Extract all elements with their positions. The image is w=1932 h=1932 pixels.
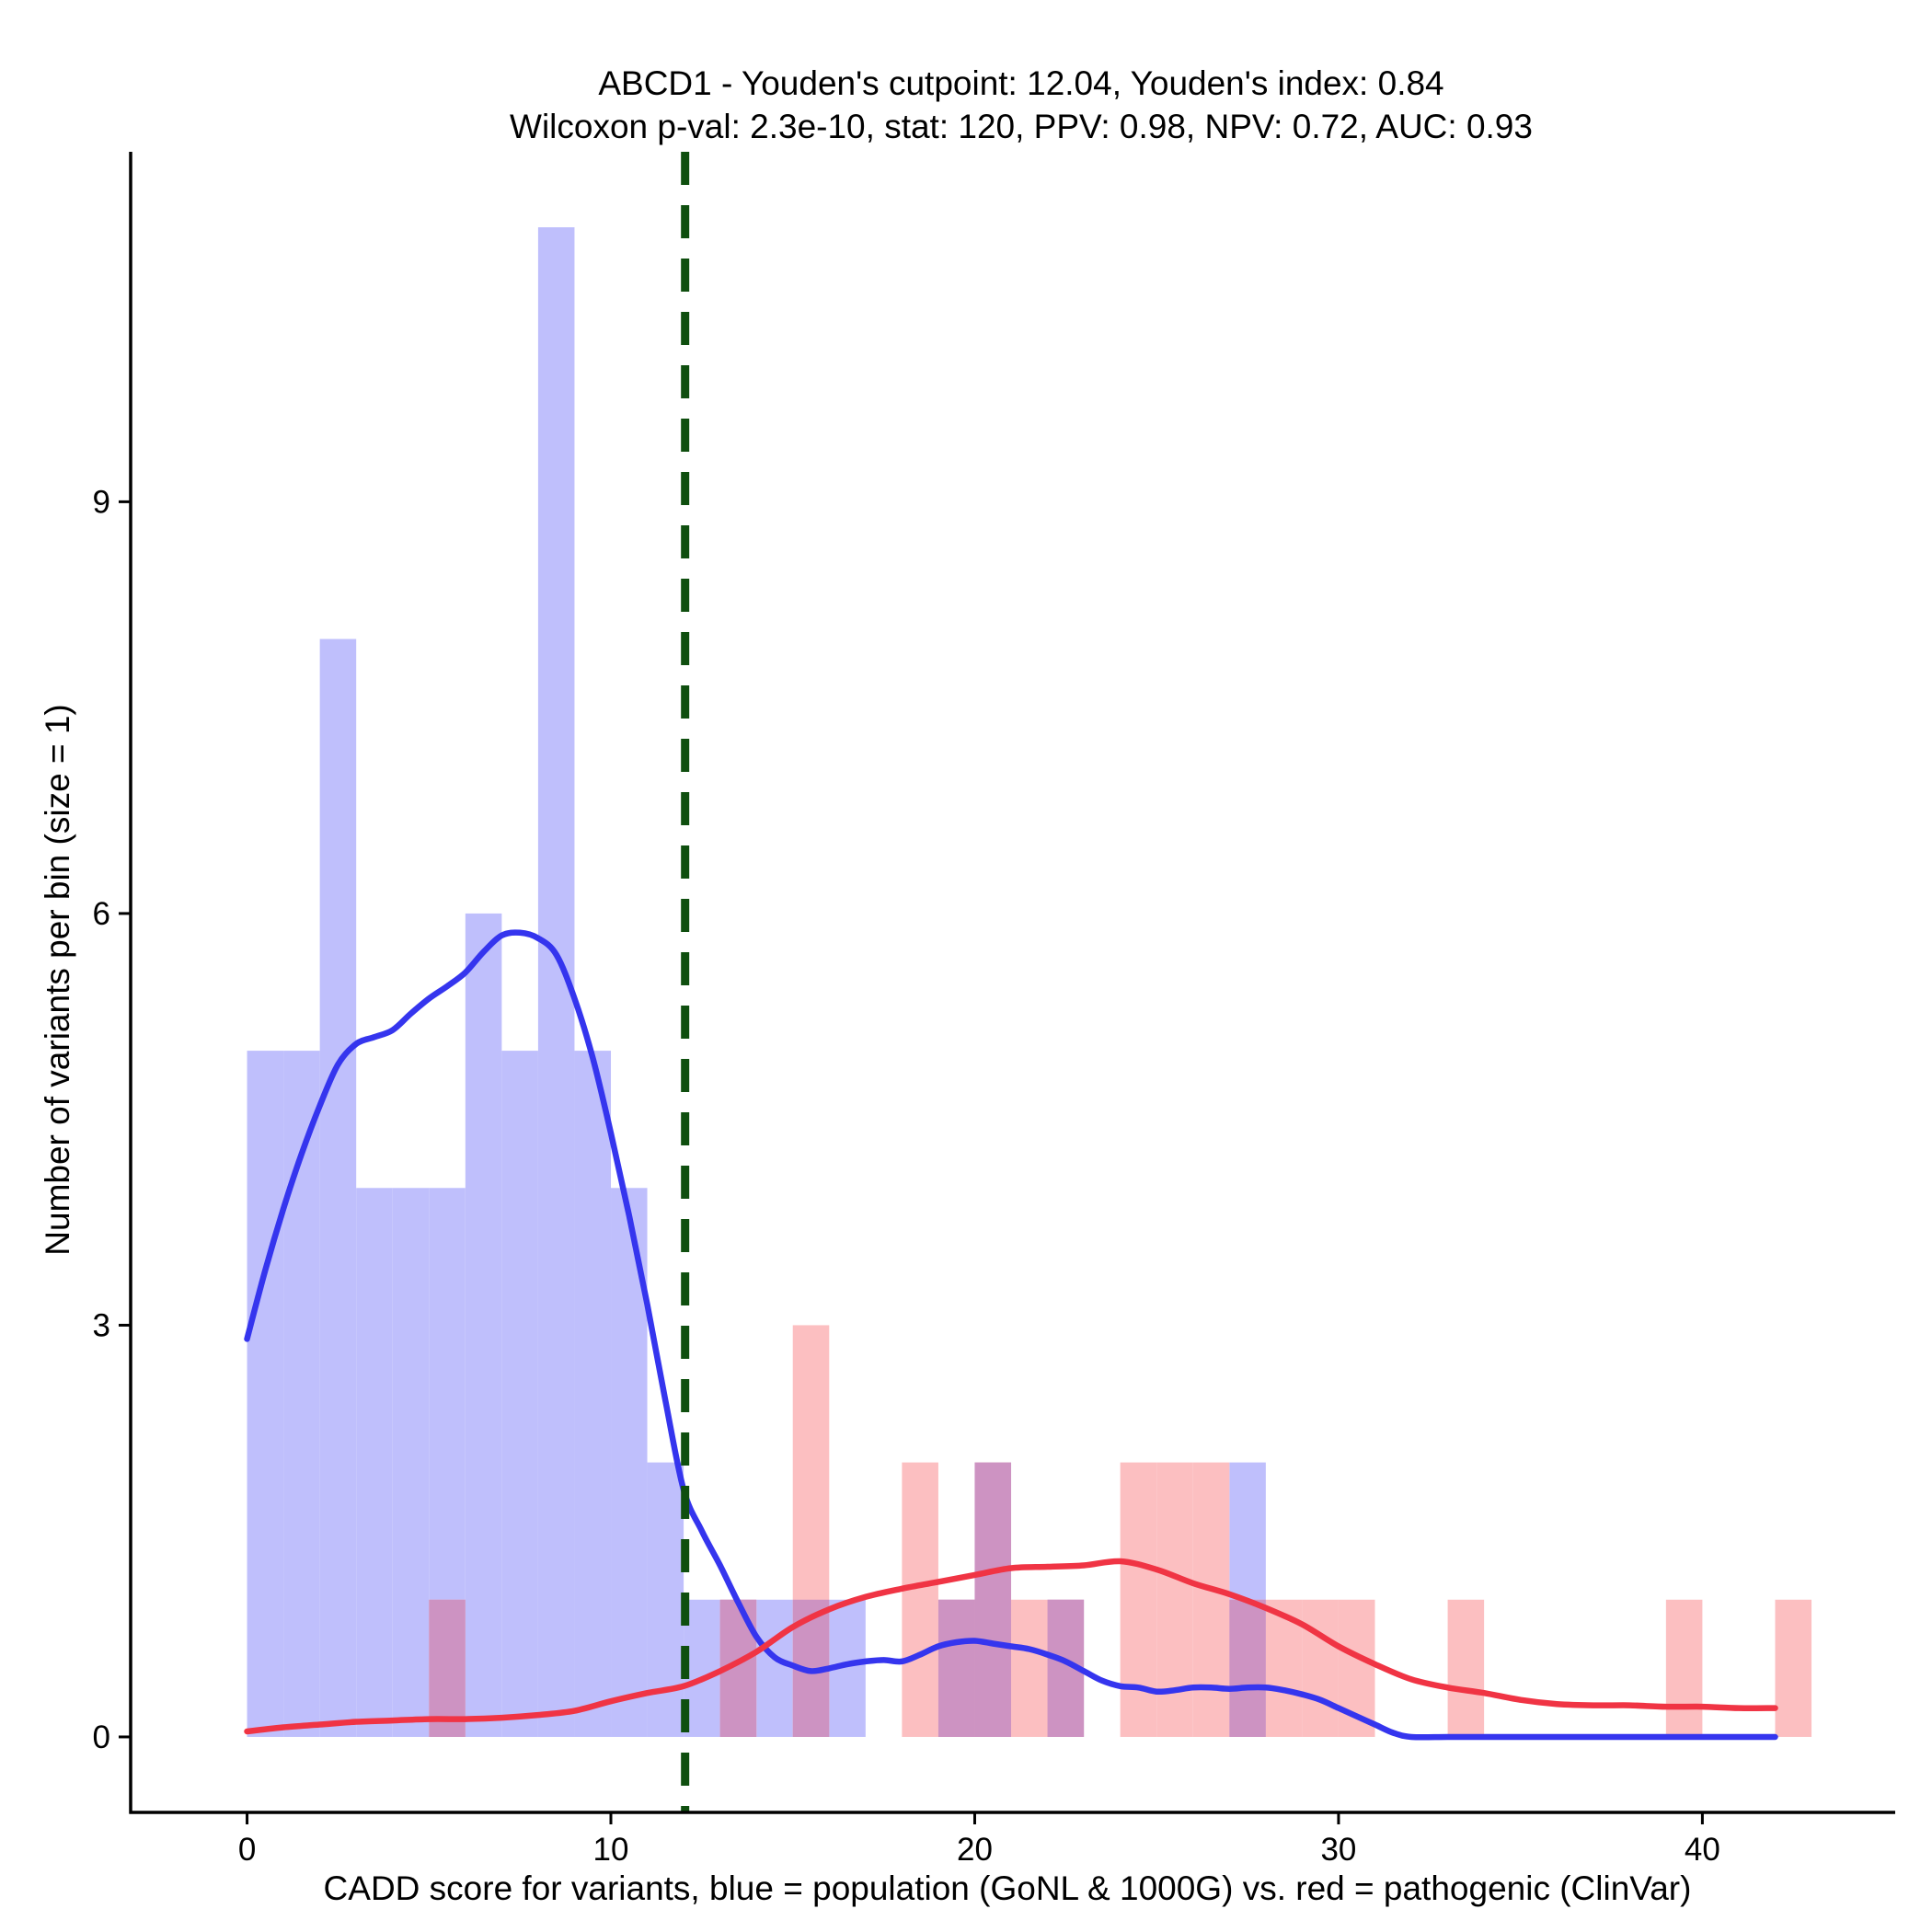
bar-overlap-20 (974, 1462, 1012, 1737)
bar-overlap-5 (429, 1599, 466, 1737)
bar-pathogenic-24 (1120, 1462, 1157, 1737)
x-tick-label-20: 20 (957, 1832, 993, 1868)
bar-pathogenic-25 (1156, 1462, 1193, 1737)
bar-pathogenic-21 (1011, 1599, 1048, 1737)
x-tick-label-10: 10 (593, 1832, 629, 1868)
bar-overlap-19 (937, 1599, 975, 1737)
bar-population-1 (283, 1051, 320, 1737)
bar-population-2 (319, 638, 357, 1737)
bar-population-14 (756, 1599, 793, 1737)
axes-layer: 0 10 20 30 40 0 3 6 9 (93, 152, 1895, 1868)
chart-title-line2: Wilcoxon p-val: 2.3e-10, stat: 120, PPV:… (510, 108, 1533, 145)
density-curve-population (244, 929, 1778, 1741)
bar-population-7 (501, 1051, 538, 1737)
x-tick-label-30: 30 (1320, 1832, 1356, 1868)
x-tick-label-40: 40 (1685, 1832, 1720, 1868)
bar-overlap-27 (1229, 1599, 1266, 1737)
x-tick-label-0: 0 (238, 1832, 256, 1868)
bar-pathogenic-26 (1192, 1462, 1230, 1737)
y-tick-label-9: 9 (93, 484, 110, 520)
bar-pathogenic-33 (1447, 1599, 1485, 1737)
x-axis-label: CADD score for variants, blue = populati… (324, 1869, 1692, 1907)
bar-population-6 (465, 913, 502, 1737)
y-tick-label-3: 3 (93, 1307, 110, 1343)
bar-pathogenic-39 (1665, 1599, 1703, 1737)
y-tick-label-6: 6 (93, 896, 110, 932)
bar-population-11 (647, 1462, 684, 1737)
curves-layer (244, 929, 1778, 1741)
bar-population-4 (392, 1188, 430, 1737)
y-tick-label-0: 0 (93, 1719, 110, 1755)
bar-population-3 (356, 1188, 393, 1737)
bar-population-0 (247, 1051, 284, 1737)
density-curve-pathogenic (244, 1558, 1778, 1735)
bars-layer (247, 227, 1812, 1737)
y-axis-label: Number of variants per bin (size = 1) (39, 704, 76, 1255)
chart-title-line1: ABCD1 - Youden's cutpoint: 12.04, Youden… (598, 64, 1443, 102)
bar-pathogenic-29 (1302, 1599, 1339, 1737)
bar-population-12 (684, 1599, 720, 1737)
bar-pathogenic-42 (1775, 1599, 1812, 1737)
bar-pathogenic-18 (902, 1462, 938, 1737)
bar-population-9 (574, 1051, 612, 1737)
